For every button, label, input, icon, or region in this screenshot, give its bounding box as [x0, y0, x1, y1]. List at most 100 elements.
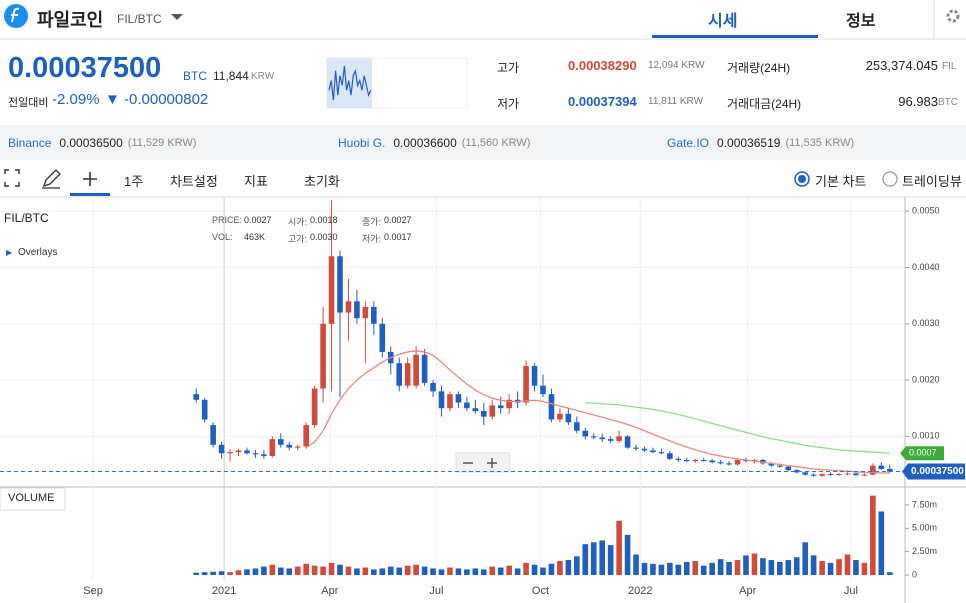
volume-bar: [650, 563, 656, 575]
pen-icon[interactable]: [42, 169, 61, 189]
candle-body: [726, 463, 732, 465]
coin-pair: FIL/BTC: [117, 12, 162, 26]
reset[interactable]: 초기화: [304, 174, 340, 189]
volume-bar: [624, 534, 631, 575]
candle-body: [201, 399, 208, 420]
candle-body: [269, 439, 276, 457]
radio-off[interactable]: [882, 171, 898, 187]
period[interactable]: 1주: [124, 174, 144, 189]
volume-bar: [523, 562, 529, 575]
overlays-arrow: ▶: [6, 248, 13, 257]
candle-body: [734, 459, 741, 465]
amount-unit: BTC: [938, 97, 958, 108]
volume-bar: [455, 568, 462, 575]
volume-bar: [328, 562, 335, 575]
settings-icon[interactable]: [946, 9, 960, 23]
chart-settings[interactable]: 차트설정: [170, 174, 218, 189]
candle-body: [768, 463, 775, 466]
exchange-row: [0, 125, 966, 160]
tab[interactable]: 시세: [708, 13, 738, 30]
logo-f: [11, 7, 20, 23]
candle-body: [658, 452, 665, 454]
candle-body: [827, 474, 834, 476]
candle-body: [210, 425, 216, 445]
price-unit: BTC: [183, 69, 207, 83]
x-tick-label: 2021: [212, 585, 236, 597]
candle-body: [294, 446, 301, 448]
volume-bar: [785, 560, 792, 575]
volume-bar: [574, 556, 580, 575]
zoom-icons[interactable]: [463, 458, 497, 468]
volume-bar: [853, 560, 859, 575]
info-label: 고가:: [288, 234, 308, 244]
volume-bar: [218, 571, 225, 575]
info-label: 저가:: [362, 234, 382, 244]
exchange-price: 0.00036500: [59, 136, 123, 150]
candle-body: [413, 354, 419, 386]
candle-body: [337, 256, 343, 313]
v-tick-label: 2.50m: [912, 546, 937, 556]
exchange-krw: (11,535 KRW): [785, 137, 855, 149]
candle-body: [700, 459, 707, 461]
low-label: 저가: [497, 97, 520, 111]
volume-bar: [438, 569, 445, 575]
info-label: PRICE:: [212, 215, 243, 225]
volume-bar: [286, 568, 293, 575]
volume-bar: [514, 568, 521, 575]
candle-body: [531, 366, 538, 386]
info-value: 463K: [244, 232, 266, 242]
candle-body: [599, 437, 606, 440]
volume-bar: [210, 571, 216, 575]
candle-body: [616, 436, 622, 441]
y-tick-label: 0.0050: [912, 206, 940, 216]
radio-on[interactable]: [794, 171, 810, 187]
candle-body: [836, 474, 842, 476]
basic-chart[interactable]: 기본 차트: [815, 174, 867, 189]
candle-body: [557, 413, 563, 420]
volume-bar: [667, 562, 673, 575]
candle-body: [633, 447, 639, 449]
volume-bar: [311, 565, 318, 575]
candle-body: [574, 422, 580, 431]
candle-body: [455, 394, 462, 403]
x-tick-label: Jul: [429, 585, 443, 597]
dropdown-caret[interactable]: [171, 14, 183, 20]
crosshair-icon[interactable]: [83, 172, 97, 186]
volume-bar: [717, 559, 724, 575]
indicators[interactable]: 지표: [244, 174, 268, 189]
candle-body: [717, 462, 724, 464]
candle-body: [582, 430, 589, 437]
candle-body: [590, 436, 597, 438]
volume-bar: [709, 562, 715, 575]
volume-bar: [531, 564, 538, 575]
candle-body: [218, 444, 225, 454]
tab[interactable]: 정보: [846, 13, 876, 30]
volume-bar: [320, 566, 326, 575]
ma-line: [585, 401, 890, 454]
fullscreen-icon[interactable]: [4, 169, 20, 187]
candle-body: [244, 450, 250, 454]
volume-bar: [683, 561, 690, 575]
candle-body: [303, 425, 309, 447]
volume-bar: [819, 560, 825, 575]
candle-body: [286, 444, 293, 448]
high-label: 고가: [497, 61, 520, 75]
volume-bar: [793, 557, 800, 575]
volume-bar: [447, 567, 453, 575]
amount: 96.983: [898, 94, 938, 109]
volume-bar: [565, 560, 572, 575]
volume-bar: [886, 572, 893, 575]
tradingview[interactable]: 트레이딩뷰: [902, 174, 962, 189]
candle-body: [480, 411, 487, 417]
volume-bar: [607, 545, 614, 575]
volume-bar: [878, 511, 885, 575]
volume-bar: [658, 564, 665, 575]
overlays[interactable]: Overlays: [18, 247, 58, 258]
candle-body: [540, 385, 546, 395]
volume-bar: [252, 568, 259, 575]
y-tick-label: 0.0040: [912, 262, 940, 272]
info-label: 종가:: [362, 217, 382, 227]
tab-underline: [652, 35, 818, 38]
